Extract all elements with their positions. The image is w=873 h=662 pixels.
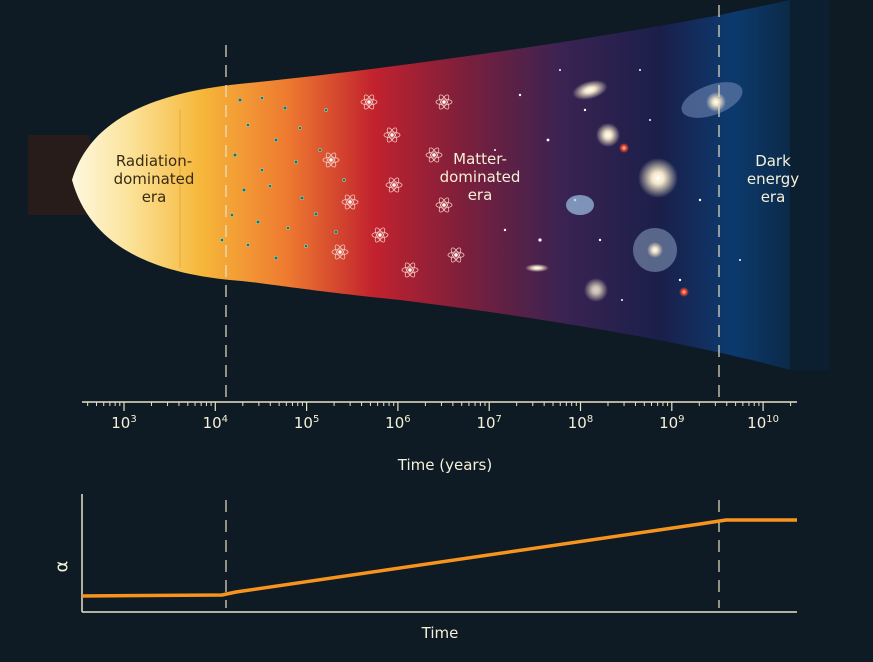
tick-exponent: 7 [495, 414, 502, 425]
time-axis-title: Time (years) [397, 456, 493, 474]
tick-exponent: 5 [312, 414, 320, 425]
tick-exponent: 9 [678, 414, 685, 425]
tick-base: 10 [567, 414, 587, 432]
tick-base: 10 [659, 414, 679, 432]
tick-base: 10 [293, 414, 313, 432]
time-axis-tick-label: 106 [368, 414, 428, 432]
dark-energy-era-label: Dark energy era [746, 152, 800, 206]
tick-exponent: 6 [404, 414, 411, 425]
alpha-curve [81, 518, 797, 598]
time-axis-tick-label: 1010 [733, 414, 793, 432]
plasma-particles [220, 96, 346, 261]
time-axis-tick-label: 105 [277, 414, 337, 432]
time-axis-tick-label: 103 [94, 414, 154, 432]
tick-exponent: 4 [221, 414, 229, 425]
tick-base: 10 [747, 414, 767, 432]
tick-base: 10 [111, 414, 131, 432]
tick-base: 10 [476, 414, 496, 432]
tick-base: 10 [202, 414, 222, 432]
radiation-era-label: Radiation- dominated era [113, 152, 195, 206]
tick-exponent: 10 [766, 414, 779, 425]
alpha-axis-label: α [51, 560, 73, 573]
universe-expansion-shape [72, 0, 790, 370]
time-axis-tick-label: 107 [459, 414, 519, 432]
galaxies [525, 80, 743, 302]
matter-era-label: Matter- dominated era [439, 150, 521, 204]
dark-energy-fade [790, 0, 830, 370]
time-axis-tick-label: 104 [185, 414, 245, 432]
tick-base: 10 [385, 414, 405, 432]
tick-exponent: 8 [586, 414, 594, 425]
tick-exponent: 3 [130, 414, 137, 425]
time-axis-tick-label: 109 [642, 414, 702, 432]
time-axis [82, 401, 797, 411]
time-axis-tick-label: 108 [551, 414, 611, 432]
stars [494, 69, 741, 301]
alpha-plot-x-label: Time [421, 624, 459, 642]
atoms [322, 94, 465, 278]
